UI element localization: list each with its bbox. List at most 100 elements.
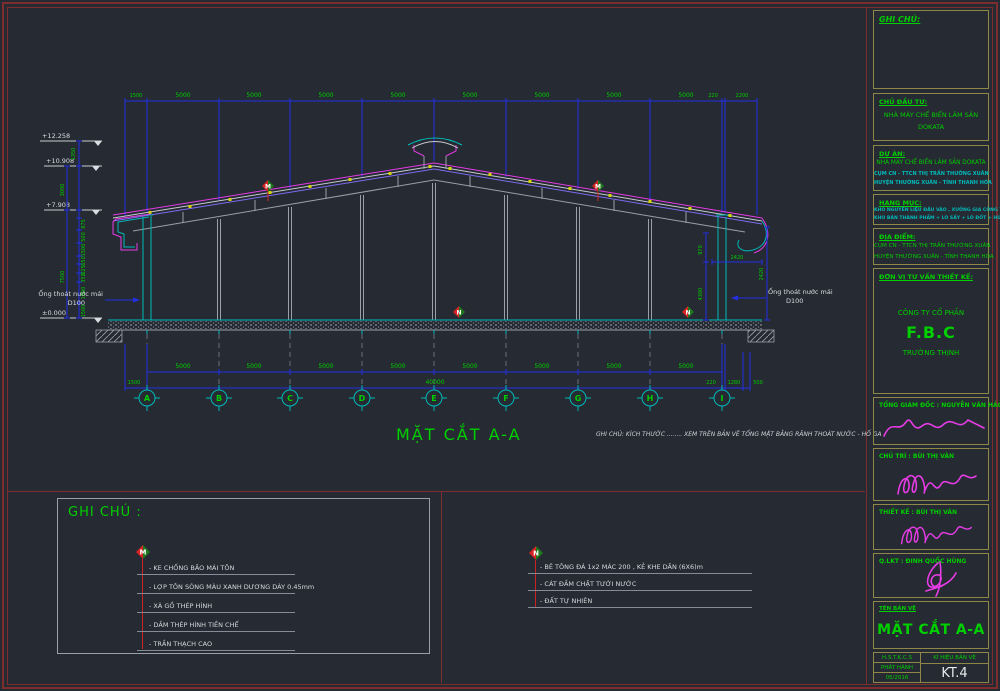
elevation-label: +10.908 [46,157,74,165]
note-marker-n-icon: N [682,306,694,318]
marker-letter: M [140,549,147,557]
bottom-dimension-chains: 5000 5000 5000 5000 5000 5000 5000 5000 … [124,334,763,391]
note-item: - CÁT ĐẦM CHẶT TƯỚI NƯỚC [528,575,752,591]
left-elevation-markers: +12.258 +10.908 +7.908 ±0.000 [40,132,102,323]
roof-truss [112,162,763,233]
marker-letter: N [533,550,539,558]
elevation-label: +7.908 [46,201,70,209]
sheet-title: MẶT CẮT A-A [877,622,985,638]
titleblock-thiet-ke-box: THIẾT KẾ : BÙI THỊ VÂN [873,504,989,550]
titleblock-dia-diem-box: ĐỊA ĐIỂM: CỤM CN - TTCN THỊ TRẤN THƯỜNG … [873,228,994,265]
marker-letter: N [685,310,690,317]
right-dimension-chains: 970 2420 4300 2420 [698,226,770,321]
dim-label: 5000 [678,92,693,99]
grid-bubble: E [421,385,447,411]
dim-label: 1500 [128,380,141,386]
client-name: DOKATA [917,123,945,131]
m-notes-leader-line [142,559,143,649]
titleblock-hang-muc-box: HẠNG MỤC: KHO NGUYÊN LIỆU ĐẦU VÀO , XƯỞN… [873,194,1000,225]
grid-bubble: I [709,385,735,411]
box-label: CHỦ ĐẦU TƯ: [879,98,928,106]
grid-letter: H [647,394,654,403]
dim-label: 5000 [462,92,477,99]
elevation-label: ±0.000 [42,309,66,317]
sheet-number: KT.4 [941,665,968,681]
issue-info: H.S.T.K.C.S PHÁT HÀNH 05/2016 [874,653,921,682]
floor-slab [95,319,775,343]
site-location: CỤM CN - TTCN THỊ TRẤN THƯỜNG XUÂN [874,243,991,249]
company-name-2: TRƯỜNG THỊNH [902,349,960,357]
box-label: HẠNG MỤC: [879,199,922,207]
titleblock-ten-ban-ve-box: TÊN BẢN VẼ MẶT CẮT A-A [873,601,989,649]
dim-label: 650 [81,256,87,266]
dim-label: 5000 [534,363,549,370]
dim-label: 40000 [425,379,444,386]
dim-label: 1800 [81,287,87,300]
grid-letter: I [721,394,724,403]
titleblock-issue-table: H.S.T.K.C.S PHÁT HÀNH 05/2016 KÍ HIỆU BẢ… [873,652,989,683]
note-item: - TRẦN THẠCH CAO [137,634,295,651]
dim-label: 970 [698,245,704,255]
drawing-title: MẶT CẮT A-A [396,423,522,444]
dim-label: 5000 [390,363,405,370]
issue-stage: H.S.T.K.C.S [874,653,920,663]
notes-divider-vertical [441,491,442,683]
note-item: - XÀ GỒ THÉP HÌNH [137,596,295,613]
box-label: TÊN BẢN VẼ [879,606,917,612]
grid-bubble: A [134,385,160,411]
dim-label: 5000 [318,92,333,99]
grid-letter: G [575,394,582,403]
note-item: - ĐẤT TỰ NHIÊN [528,592,752,608]
grid-bubble: G [565,385,591,411]
dim-label: 350 [81,273,87,283]
dim-label: 500 [81,232,87,242]
grid-letter: C [287,394,293,403]
titleblock-don-vi-box: ĐƠN VỊ TƯ VẤN THIẾT KẾ: CÔNG TY CỔ PHẦN … [873,268,989,394]
titleblock-ghi-chu-box: GHI CHÚ: [873,10,989,89]
dim-label: 1500 [81,244,87,257]
signature [897,474,977,495]
signature [883,419,985,437]
sheet-number-cell: KÍ HIỆU BẢN VẼ KT.4 [921,653,988,682]
box-label: GHI CHÚ: [879,15,921,24]
sheet-number-label: KÍ HIỆU BẢN VẼ [921,653,988,664]
grid-bubble: D [349,385,375,411]
dim-label: 5000 [246,92,261,99]
site-location: HUYỆN THƯỜNG XUÂN - TỈNH THANH HÓA [874,254,994,260]
dim-label: 7500 [60,271,66,284]
note-marker-m-icon: M [592,180,604,201]
grid-letter: B [216,394,222,403]
titleblock-du-an-box: DỰ ÁN: NHÀ MÁY CHẾ BIẾN LÂM SẢN DOKATA C… [873,145,992,191]
dim-label: 5000 [606,363,621,370]
project-name: NHÀ MÁY CHẾ BIẾN LÂM SẢN DOKATA [876,160,986,166]
grid-letter: E [431,394,436,403]
company-name: F.B.C [906,323,956,342]
box-label: DỰ ÁN: [879,150,906,158]
drain-label-right: Ống thoát nước mái D100 [731,286,833,305]
signer-role: Q.LKT : ĐINH QUỐC HÙNG [879,558,967,565]
drawing-inline-note: GHI CHÚ: KÍCH THƯỚC ........ XEM TRÊN BẢ… [596,430,881,438]
steel-columns [214,183,655,321]
grid-letter: A [144,394,151,403]
signature [925,561,957,597]
elevation-label: +12.258 [42,132,70,140]
marker-letter: M [595,184,601,191]
issue-type: PHÁT HÀNH [874,663,920,673]
box-label: ĐỊA ĐIỂM: [879,233,916,241]
signature [900,526,973,545]
note-item: - KE CHỐNG BÃO MÁI TÔN [137,558,295,575]
note-item: - LỢP TÔN SÓNG MÀU XANH DƯƠNG DÀY 0.45mm [137,577,314,594]
dim-label: 5000 [246,363,261,370]
dim-label: 5000 [318,363,333,370]
dim-label: 2420 [759,268,765,281]
titleblock-chu-dau-tu-box: CHỦ ĐẦU TƯ: NHÀ MÁY CHẾ BIẾN LÂM SẢN DOK… [873,93,989,141]
dim-label: 1280 [728,380,741,386]
client-name: NHÀ MÁY CHẾ BIẾN LÂM SẢN [883,111,979,119]
dim-label: 5000 [175,92,190,99]
titleblock-tong-giam-doc-box: TỔNG GIÁM ĐỐC : NGUYỄN VĂN HẢO [873,397,1000,445]
dim-label: 1500 [81,305,87,318]
dim-label: 4300 [698,288,704,301]
left-dimension-chains: 1350 3000 7500 875 500 1500 650 625 350 … [60,140,87,319]
grid-bubbles: A B C D E F G H I [134,385,735,411]
